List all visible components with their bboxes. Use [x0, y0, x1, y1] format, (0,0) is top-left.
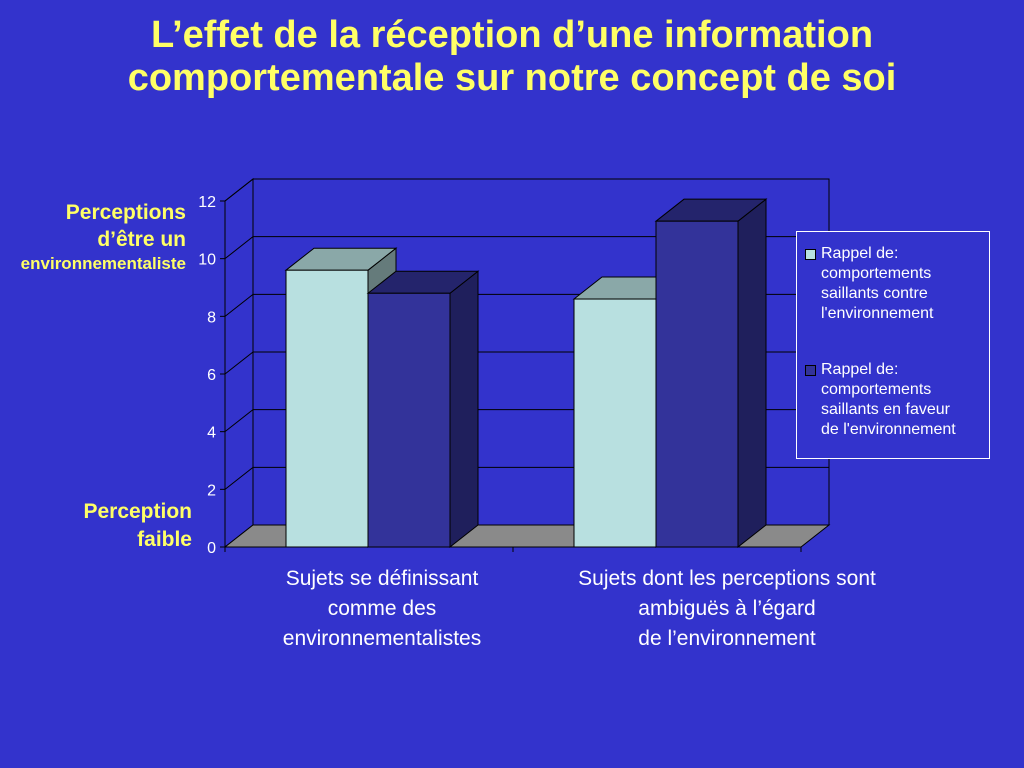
bar-s1-c1 — [285, 269, 369, 548]
y-label-high-line2: d’être un — [97, 228, 186, 251]
slide-title: L’effet de la réception d’une informatio… — [127, 14, 897, 99]
y-label-low: Perception faible — [83, 498, 192, 554]
y-tick-label-6: 12 — [198, 194, 216, 211]
x-category-2-line2: ambiguës à l’égard — [638, 597, 816, 620]
bar-side-s2-c2 — [737, 198, 767, 549]
gridline-6 — [224, 178, 829, 202]
y-tick-label-0: 0 — [207, 540, 216, 557]
bar-s2-c2 — [655, 220, 739, 548]
x-category-1-line1: Sujets se définissant — [285, 567, 479, 590]
y-label-low-line1: Perception — [83, 500, 192, 523]
y-label-high-line3: environnementaliste — [20, 254, 186, 273]
legend-label-1: Rappel de: comportements saillants contr… — [821, 245, 934, 322]
bar-side-s2-c1 — [449, 270, 479, 549]
y-label-high-line1: Perceptions — [65, 201, 186, 224]
y-tick-label-1: 2 — [207, 482, 216, 499]
x-category-2: Sujets dont les perceptions sont ambiguë… — [532, 564, 922, 654]
y-label-high: Perceptions d’être un environnementalist… — [21, 199, 186, 275]
y-tick-label-4: 8 — [207, 309, 216, 326]
x-category-1-line2: comme des — [327, 597, 437, 620]
y-label-low-line2: faible — [137, 528, 192, 551]
x-category-2-line3: de l’environnement — [638, 627, 816, 650]
y-tick-label-2: 4 — [207, 425, 216, 442]
bar-s1-c2 — [573, 298, 657, 548]
chart-legend: Rappel de: comportements saillants contr… — [796, 231, 990, 459]
x-category-1-line3: environnementalistes — [282, 627, 482, 650]
bar-s2-c1 — [367, 292, 451, 548]
y-tick-label-5: 10 — [198, 252, 216, 269]
legend-swatch-1 — [805, 249, 816, 260]
legend-swatch-2 — [805, 365, 816, 376]
y-tick-label-3: 6 — [207, 367, 216, 384]
x-category-1: Sujets se définissant comme des environn… — [252, 564, 512, 654]
x-category-2-line1: Sujets dont les perceptions sont — [578, 567, 876, 590]
gridline-5 — [224, 236, 829, 260]
legend-label-2: Rappel de: comportements saillants en fa… — [821, 361, 956, 438]
